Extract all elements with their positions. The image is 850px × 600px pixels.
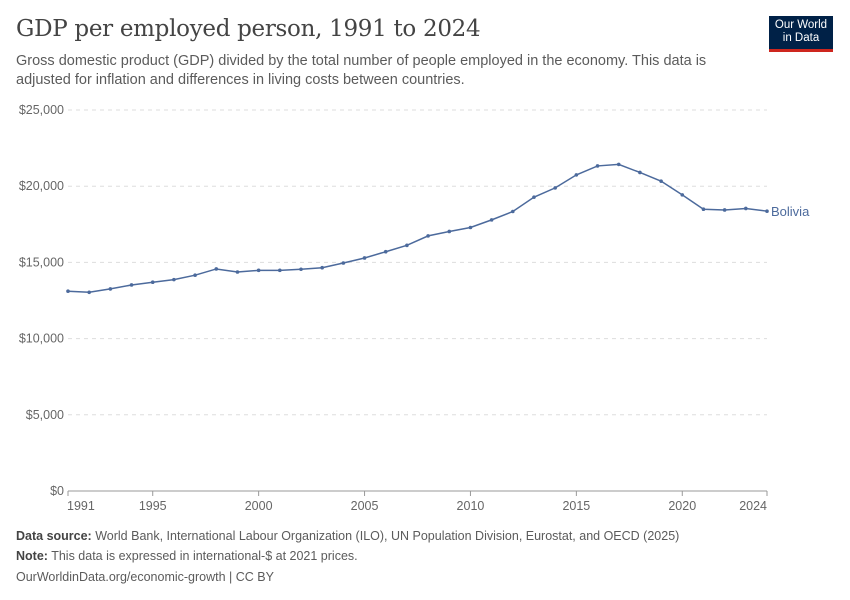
data-point: [405, 243, 409, 248]
data-point: [193, 273, 197, 278]
data-point: [701, 207, 706, 212]
chart-subtitle: Gross domestic product (GDP) divided by …: [16, 53, 707, 88]
x-tick-label: 2024: [739, 499, 767, 513]
data-point: [574, 173, 579, 177]
y-tick-label: $5,000: [26, 408, 64, 422]
data-source: Data source: World Bank, International L…: [16, 529, 679, 543]
data-point: [489, 218, 494, 222]
x-tick-label: 2015: [562, 499, 590, 513]
data-point: [659, 179, 663, 183]
x-tick-label: 2005: [351, 499, 379, 513]
data-point: [278, 268, 282, 273]
chart-title: GDP per employed person, 1991 to 2024: [16, 16, 481, 42]
data-point: [256, 268, 261, 273]
data-point: [638, 170, 642, 175]
data-point: [722, 208, 727, 212]
x-tick-label: 1995: [139, 499, 167, 513]
data-point: [108, 287, 113, 291]
series-label: Bolivia: [771, 204, 810, 219]
note-text: This data is expressed in international-…: [51, 549, 358, 563]
data-point: [468, 225, 473, 230]
owid-logo[interactable]: Our World in Data: [769, 16, 833, 52]
note-label: Note:: [16, 549, 48, 563]
data-point: [320, 265, 324, 270]
y-tick-label: $0: [50, 484, 64, 498]
data-point: [87, 290, 91, 295]
data-point: [447, 229, 452, 234]
data-point: [511, 209, 515, 214]
source-text: World Bank, International Labour Organiz…: [95, 529, 680, 543]
data-point: [765, 209, 769, 213]
data-point: [426, 234, 430, 238]
x-tick-label: 2020: [668, 499, 696, 513]
y-tick-label: $15,000: [19, 255, 64, 269]
note: Note: This data is expressed in internat…: [16, 549, 358, 563]
data-point: [66, 289, 70, 294]
y-tick-label: $25,000: [19, 103, 64, 117]
y-tick-label: $20,000: [19, 179, 64, 193]
data-point: [172, 277, 176, 282]
data-point: [235, 270, 240, 274]
data-point: [362, 256, 367, 260]
data-point: [299, 267, 303, 272]
x-tick-label: 2000: [245, 499, 273, 513]
data-point: [214, 267, 219, 271]
data-point: [680, 193, 685, 197]
data-point: [553, 186, 557, 190]
x-tick-label: 1991: [67, 499, 95, 513]
data-point: [532, 195, 536, 199]
series-line-bolivia: [67, 163, 768, 294]
x-tick-label: 2010: [457, 499, 485, 513]
data-point: [129, 283, 134, 287]
data-point: [595, 164, 600, 168]
data-point: [744, 206, 748, 211]
y-tick-label: $10,000: [19, 332, 64, 346]
data-point: [150, 280, 155, 285]
footer-link[interactable]: OurWorldinData.org/economic-growth | CC …: [16, 570, 274, 584]
data-point: [383, 249, 388, 254]
source-label: Data source:: [16, 529, 92, 543]
data-point: [616, 162, 621, 167]
data-point: [341, 261, 346, 265]
